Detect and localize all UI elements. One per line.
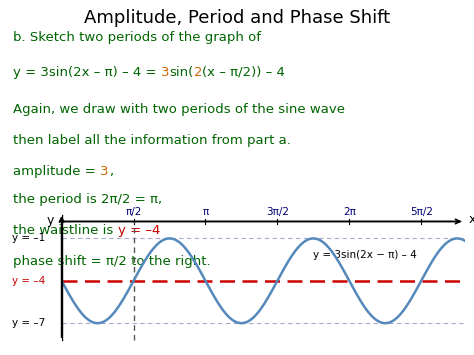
Text: 5π/2: 5π/2 [410,207,433,217]
Text: ,: , [109,164,113,178]
Text: y = 3sin(2x – π) – 4 =: y = 3sin(2x – π) – 4 = [13,66,161,79]
Text: π/2: π/2 [125,207,142,217]
Text: 2: 2 [194,66,202,79]
Text: 3π/2: 3π/2 [266,207,289,217]
Text: 3: 3 [161,66,170,79]
Text: y = –4: y = –4 [118,224,160,237]
Text: 2π: 2π [343,207,356,217]
Text: the waistline is: the waistline is [13,224,118,237]
Text: the period is 2π/2 = π,: the period is 2π/2 = π, [13,193,163,206]
Text: π: π [202,207,209,217]
Text: then label all the information from part a.: then label all the information from part… [13,133,291,147]
Text: y = –7: y = –7 [12,318,46,328]
Text: b. Sketch two periods of the graph of: b. Sketch two periods of the graph of [13,31,261,44]
Text: 3: 3 [100,164,109,178]
Text: y = 3sin(2x − π) – 4: y = 3sin(2x − π) – 4 [313,250,417,260]
Text: y = –4: y = –4 [12,276,46,286]
Text: (x – π/2)) – 4: (x – π/2)) – 4 [202,66,285,79]
Text: y = –1: y = –1 [12,234,46,244]
Text: sin(: sin( [170,66,194,79]
Text: phase shift = π/2 to the right.: phase shift = π/2 to the right. [13,255,211,268]
Text: x: x [469,213,474,226]
Text: Again, we draw with two periods of the sine wave: Again, we draw with two periods of the s… [13,103,346,116]
Text: y: y [46,214,54,228]
Text: Amplitude, Period and Phase Shift: Amplitude, Period and Phase Shift [84,9,390,27]
Text: amplitude =: amplitude = [13,164,100,178]
